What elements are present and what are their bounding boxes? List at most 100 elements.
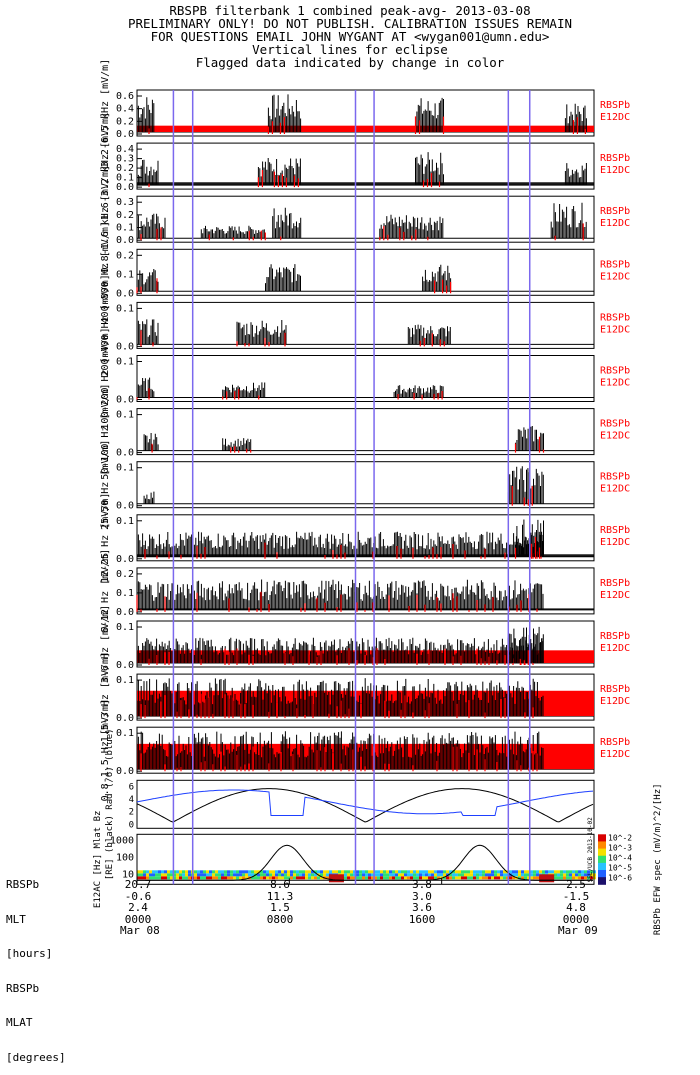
flag-0: [136, 591, 538, 612]
spec-cell: [200, 873, 203, 877]
flag-3: [379, 226, 429, 241]
colorbar-tick: 10^-6: [608, 873, 632, 882]
spec-cell: [146, 870, 149, 874]
spec-cell: [458, 876, 461, 880]
footer-tick-0: 20.7 -0.6 2.4 0000 Mar 08: [120, 878, 160, 937]
spec-cell: [326, 870, 329, 874]
spec-cell: [287, 873, 290, 877]
spec-cell: [425, 876, 428, 880]
spec-cell: [176, 876, 179, 880]
spec-cell: [557, 876, 560, 880]
spec-cell: [263, 870, 266, 874]
spec-cell: [251, 876, 254, 880]
spec-cell: [146, 876, 149, 880]
spec-cell: [446, 873, 449, 877]
spec-cell: [224, 870, 227, 874]
spec-cell: [521, 873, 524, 877]
spec-cell: [542, 870, 545, 874]
ylabel-0.8-1.5: 0.8-1.5 Hz [mV/m]: [100, 699, 111, 801]
spec-cell: [554, 876, 557, 880]
spec-cell: [302, 876, 305, 880]
spec-cell: [506, 873, 509, 877]
spec-cell: [248, 873, 251, 877]
spec-cell: [413, 876, 416, 880]
spec-cell: [407, 873, 410, 877]
spec-cell: [314, 876, 317, 880]
spec-cell: [233, 876, 236, 880]
spec-cell: [371, 870, 374, 874]
burst-1: [222, 382, 266, 398]
spec-cell: [440, 870, 443, 874]
ylabel-1.6-3.2: 1.6-3.2 kHz [mV/m]: [100, 112, 111, 220]
spec-cell: [221, 873, 224, 877]
spec-hot-2: [539, 874, 555, 883]
spec-cell: [233, 873, 236, 877]
baseline-fill: [137, 125, 594, 132]
flag-1: [514, 537, 541, 559]
spec-cell: [263, 876, 266, 880]
right-label-rbspb: RBSPb: [600, 206, 630, 217]
spec-cell: [401, 873, 404, 877]
ylabel-400-800: 400-800 Hz [mV/m]: [100, 221, 111, 323]
spec-cell: [422, 876, 425, 880]
spec-cell: [512, 870, 515, 874]
spec-cell: [305, 870, 308, 874]
spec-cell: [473, 876, 476, 880]
spec-cell: [500, 876, 503, 880]
spec-cell: [143, 870, 146, 874]
spec-cell: [584, 873, 587, 877]
spec-cell: [524, 870, 527, 874]
flag-2: [414, 116, 445, 134]
spec-cell: [173, 873, 176, 877]
spec-cell: [140, 873, 143, 877]
spec-cell: [470, 870, 473, 874]
spec-cell: [293, 876, 296, 880]
spec-cell: [311, 873, 314, 877]
flag-1: [222, 389, 260, 400]
spec-cell: [560, 873, 563, 877]
spec-cell: [230, 873, 233, 877]
spec-cell: [185, 870, 188, 874]
spec-cell: [410, 870, 413, 874]
spec-cell: [494, 873, 497, 877]
flag-2: [419, 333, 445, 347]
spec-cell: [566, 870, 569, 874]
right-label-e12dc: E12DC: [600, 537, 630, 548]
spec-cell: [266, 873, 269, 877]
spec-cell: [545, 870, 548, 874]
burst-0: [136, 269, 159, 292]
spec-cell: [425, 873, 428, 877]
burst-1: [236, 320, 287, 345]
spec-cell: [278, 873, 281, 877]
ylabel-0.8-1.6: 0.8-1.6 kHz [mV/m]: [100, 165, 111, 273]
spec-cell: [260, 876, 263, 880]
spec-cell: [587, 870, 590, 874]
ephem-ytick: 4: [129, 795, 134, 805]
right-label-e12dc: E12DC: [600, 218, 630, 229]
spec-cell: [419, 873, 422, 877]
spec-cell: [356, 870, 359, 874]
spec-cell: [326, 873, 329, 877]
spec-cell: [482, 876, 485, 880]
flag-0: [140, 330, 154, 347]
spec-cell: [584, 870, 587, 874]
spec-cell: [521, 870, 524, 874]
spec-cell: [215, 870, 218, 874]
ytick-label: 0.0: [116, 713, 134, 724]
burst-0: [136, 213, 166, 239]
spec-cell: [584, 876, 587, 880]
flag-2: [514, 436, 545, 453]
spec-cell: [557, 873, 560, 877]
spec-cell: [473, 873, 476, 877]
spec-cell: [509, 876, 512, 880]
stamp: SSL/UCB 2013-10-02: [587, 817, 594, 882]
spec-cell: [251, 873, 254, 877]
spec-cell: [167, 870, 170, 874]
spec-cell: [266, 870, 269, 874]
spec-cell: [248, 870, 251, 874]
ephem-radius-line: [136, 788, 594, 823]
spec-cell: [260, 870, 263, 874]
flag-2: [422, 173, 441, 188]
